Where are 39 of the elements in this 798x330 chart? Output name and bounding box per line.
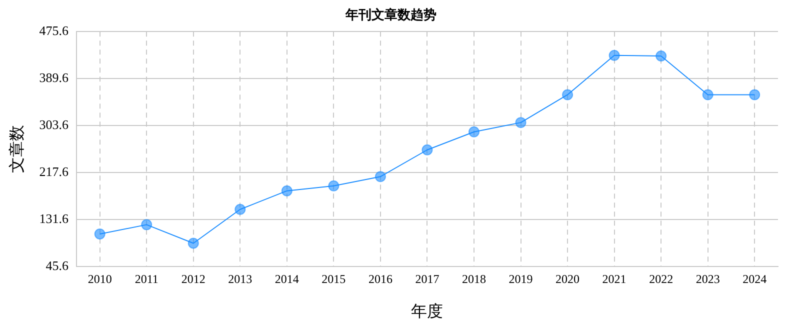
point <box>562 89 574 100</box>
y-tick-label: 389.6 <box>39 70 69 85</box>
y-tick-label: 45.6 <box>46 258 69 273</box>
x-tick-label: 2021 <box>602 272 626 286</box>
x-tick-label: 2012 <box>181 272 206 286</box>
x-tick-label: 2023 <box>696 272 720 286</box>
point <box>749 89 760 100</box>
y-tick-label: 475.6 <box>39 23 69 38</box>
x-tick-label: 2013 <box>228 272 252 286</box>
point <box>515 117 526 128</box>
y-axis-title: 文章数 <box>8 125 26 173</box>
point <box>468 126 480 138</box>
point <box>656 50 667 62</box>
point <box>702 89 714 100</box>
point <box>188 238 199 249</box>
x-tick-label: 2020 <box>556 272 580 286</box>
point <box>422 144 433 156</box>
x-tick-label: 2022 <box>649 272 674 286</box>
y-tick-label: 131.6 <box>39 210 69 226</box>
x-tick-label: 2011 <box>134 272 158 286</box>
point <box>234 204 246 215</box>
x-axis-title: 年度 <box>411 302 444 321</box>
y-tick-label: 217.6 <box>39 164 69 179</box>
x-tick-label: 2024 <box>742 272 767 286</box>
x-tick-label: 2018 <box>462 272 486 286</box>
y-tick-label: 303.6 <box>39 116 69 132</box>
point <box>141 219 152 230</box>
point <box>328 180 340 192</box>
x-tick-label: 2014 <box>274 272 299 286</box>
x-tick-label: 2019 <box>508 272 533 286</box>
point <box>281 185 292 196</box>
chart-title: 年刊文章数趋势 <box>344 7 436 22</box>
x-tick-label: 2017 <box>415 272 440 286</box>
point <box>374 171 386 182</box>
point <box>608 50 620 61</box>
point <box>94 228 106 240</box>
x-tick-label: 2010 <box>88 272 112 286</box>
x-tick-label: 2015 <box>322 272 346 286</box>
x-tick-label: 2016 <box>368 272 392 286</box>
